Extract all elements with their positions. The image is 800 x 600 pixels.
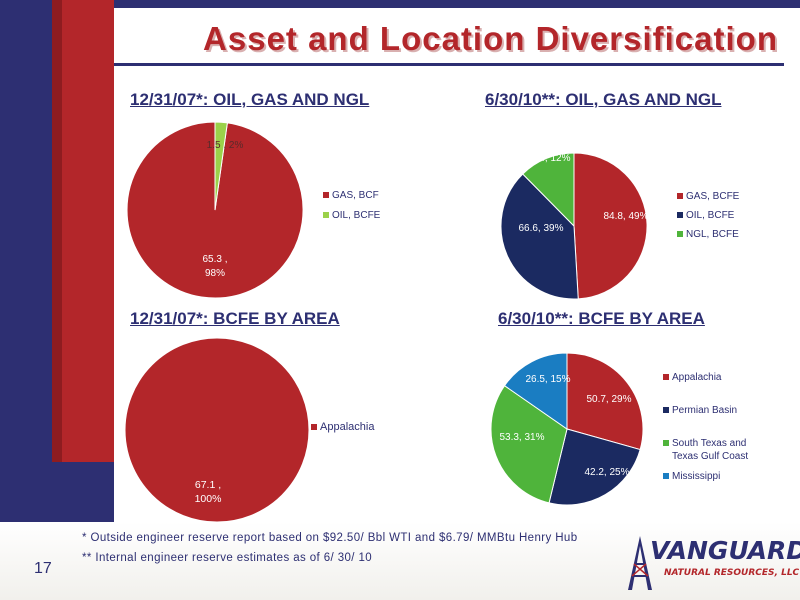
pie-slice: [566, 352, 644, 451]
legend-swatch: [677, 212, 683, 218]
footer-background: [0, 522, 800, 600]
data-label: 26.5, 15%: [525, 374, 570, 385]
red-accent-bar: [52, 0, 114, 462]
legend-label: South Texas and: [672, 438, 746, 449]
data-label: 98%: [205, 268, 225, 279]
logo-tagline: NATURAL RESOURCES, LLC: [664, 568, 800, 578]
red-accent-bar-shade: [52, 0, 62, 462]
legend-label: Permian Basin: [672, 405, 737, 416]
chart3-title: 12/31/07*: BCFE BY AREA: [130, 309, 340, 328]
pie-slice: [573, 152, 648, 300]
pie-slice: [214, 121, 228, 211]
legend-swatch: [663, 374, 669, 380]
data-label: 21.4, 12%: [525, 153, 570, 164]
legend-label: Appalachia: [672, 372, 722, 383]
legend-label: Texas Gulf Coast: [672, 451, 748, 462]
legend-swatch: [677, 231, 683, 237]
oil-derrick-icon: [628, 536, 652, 590]
legend-label: GAS, BCF: [332, 190, 379, 201]
data-label: 100%: [195, 493, 222, 505]
pie-slice: [500, 173, 579, 300]
data-label: 67.1 ,: [195, 479, 221, 491]
legend-swatch: [323, 212, 329, 218]
top-frame: [0, 0, 800, 8]
company-logo: VANGUARD NATURAL RESOURCES, LLC: [622, 534, 800, 592]
legend-label: OIL, BCFE: [332, 210, 381, 221]
legend-label: OIL, BCFE: [686, 210, 735, 221]
title-underline: [114, 63, 784, 66]
data-label: 1.5 , 2%: [207, 140, 244, 151]
footnote-2: ** Internal engineer reserve estimates a…: [82, 552, 373, 564]
legend-label: Appalachia: [320, 421, 375, 433]
slide-title: Asset and Location Diversification: [203, 20, 778, 57]
data-label: 42.2, 25%: [584, 467, 629, 478]
legend-swatch: [677, 193, 683, 199]
pie-slice: [503, 352, 568, 430]
legend-swatch: [663, 407, 669, 413]
data-label: 50.7, 29%: [586, 394, 631, 405]
pie-slice: [490, 384, 568, 504]
data-label: 84.8, 49%: [603, 211, 648, 222]
legend-swatch: [323, 192, 329, 198]
legend-label: GAS, BCFE: [686, 191, 740, 202]
legend-swatch: [311, 424, 317, 430]
pie-slice: [522, 152, 575, 228]
legend-label: NGL, BCFE: [686, 229, 739, 240]
data-label: 53.3, 31%: [499, 432, 544, 443]
chart2-title: 6/30/10**: OIL, GAS AND NGL: [485, 90, 722, 109]
logo-wordmark: VANGUARD: [650, 536, 800, 565]
pie-slice: [548, 428, 641, 506]
data-label: 65.3 ,: [202, 254, 227, 265]
chart4-title: 6/30/10**: BCFE BY AREA: [498, 309, 705, 328]
footnote-1: * Outside engineer reserve report based …: [82, 532, 578, 544]
legend-swatch: [663, 440, 669, 446]
legend-swatch: [663, 473, 669, 479]
legend-label: Mississippi: [672, 471, 720, 482]
chart1-title: 12/31/07*: OIL, GAS AND NGL: [130, 90, 370, 109]
data-label: 66.6, 39%: [518, 223, 563, 234]
page-number: 17: [34, 560, 52, 577]
footer: 17 * Outside engineer reserve report bas…: [0, 522, 800, 600]
